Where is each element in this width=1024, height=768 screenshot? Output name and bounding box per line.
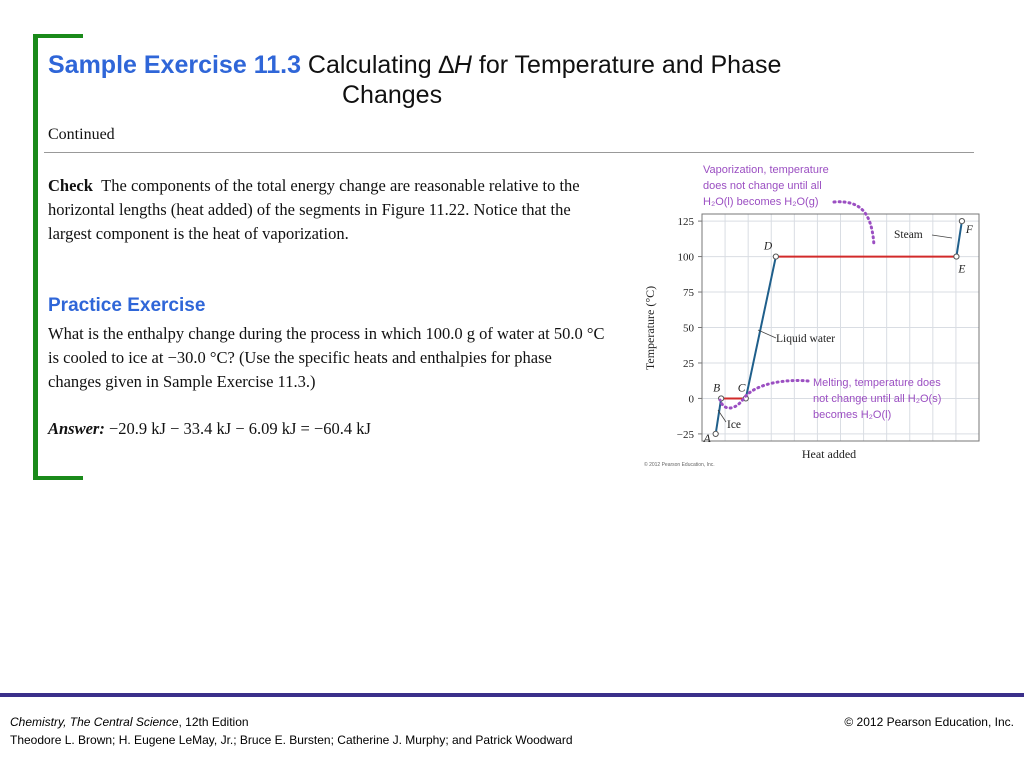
vaporization-line-2: does not change until all	[703, 180, 822, 192]
title-pre: Calculating	[307, 51, 439, 79]
y-tick-label: 25	[683, 358, 695, 370]
y-tick-label: 100	[678, 252, 695, 264]
vaporization-line-3: H₂O(l) becomes H₂O(g)	[703, 196, 819, 208]
y-axis-ticks: 125 100 75 50 25 0 −25	[677, 216, 702, 441]
point-a	[712, 430, 719, 438]
practice-text: What is the enthalpy change during the p…	[48, 324, 605, 391]
melting-annotation: Melting, temperature does not change unt…	[813, 377, 944, 421]
answer-line: Answer: −20.9 kJ − 33.4 kJ − 6.09 kJ = −…	[48, 419, 371, 439]
continued-label: Continued	[48, 126, 115, 143]
vaporization-line-1: Vaporization, temperature	[703, 164, 829, 176]
heating-curve-chart: 125 100 75 50 25 0 −25 Temperature (°C) Heat a…	[643, 164, 980, 468]
steam-label: Steam	[894, 229, 923, 241]
title-post: for Temperature and Phase	[471, 51, 782, 79]
title-line2: Changes	[342, 81, 443, 109]
point-e	[953, 253, 960, 260]
ice-label: Ice	[727, 419, 741, 431]
melting-line-3: becomes H₂O(l)	[813, 409, 891, 421]
melting-line-2: not change until all H₂O(s)	[813, 393, 941, 405]
curve-segments	[714, 220, 963, 435]
melting-dotted-arrow	[718, 379, 810, 410]
point-label-f: F	[965, 224, 974, 236]
practice-heading: Practice Exercise	[48, 295, 206, 316]
footer-authors: Theodore L. Brown; H. Eugene LeMay, Jr.;…	[10, 733, 573, 747]
y-tick-label: −25	[677, 429, 695, 441]
check-text: The components of the total energy chang…	[48, 176, 580, 243]
y-tick-label: 50	[683, 323, 695, 335]
left-bracket	[33, 34, 38, 480]
exercise-number: Sample Exercise 11.3	[48, 51, 301, 79]
point-f	[958, 217, 966, 225]
y-tick-label: 0	[689, 393, 695, 405]
ice-leader	[717, 409, 727, 423]
point-label-a: A	[703, 433, 712, 445]
steam-leader	[931, 234, 953, 239]
vaporization-dotted-arrow	[832, 200, 876, 248]
liquid-leader	[757, 329, 777, 339]
point-label-c: C	[738, 382, 746, 394]
point-label-e: E	[957, 264, 965, 276]
y-tick-label: 75	[683, 287, 695, 299]
enthalpy-symbol: H	[453, 51, 472, 79]
footer-copyright: © 2012 Pearson Education, Inc.	[844, 715, 1014, 729]
check-paragraph: Check The components of the total energy…	[48, 174, 608, 246]
liquid-label: Liquid water	[776, 333, 835, 345]
x-axis-label: Heat added	[802, 447, 856, 461]
point-label-b: B	[713, 382, 720, 394]
y-axis-label: Temperature (°C)	[643, 286, 657, 370]
slide-title: Sample Exercise 11.3 Calculating ∆H for …	[48, 50, 948, 110]
check-label: Check	[48, 176, 93, 195]
footer-rule	[0, 693, 1024, 697]
bracket-top	[33, 34, 83, 38]
point-d	[772, 253, 779, 260]
chart-copyright: © 2012 Pearson Education, Inc.	[644, 461, 715, 468]
bracket-bottom	[33, 476, 83, 480]
divider	[44, 152, 974, 153]
answer-text: −20.9 kJ − 33.4 kJ − 6.09 kJ = −60.4 kJ	[104, 419, 371, 438]
chart-grid	[702, 214, 979, 441]
delta-symbol: ∆	[438, 51, 454, 79]
melting-line-1: Melting, temperature does	[813, 377, 941, 389]
segment-ef	[955, 220, 963, 257]
curve-points: A B C D E F	[703, 217, 974, 445]
segment-ab	[714, 398, 723, 435]
y-tick-label: 125	[678, 216, 695, 228]
segment-cd	[744, 256, 777, 399]
vaporization-annotation: Vaporization, temperature does not chang…	[703, 164, 832, 208]
point-label-d: D	[763, 241, 773, 253]
book-edition: , 12th Edition	[178, 715, 249, 729]
footer-book: Chemistry, The Central Science, 12th Edi…	[10, 715, 249, 729]
book-title: Chemistry, The Central Science	[10, 715, 179, 729]
answer-label: Answer:	[48, 419, 105, 438]
